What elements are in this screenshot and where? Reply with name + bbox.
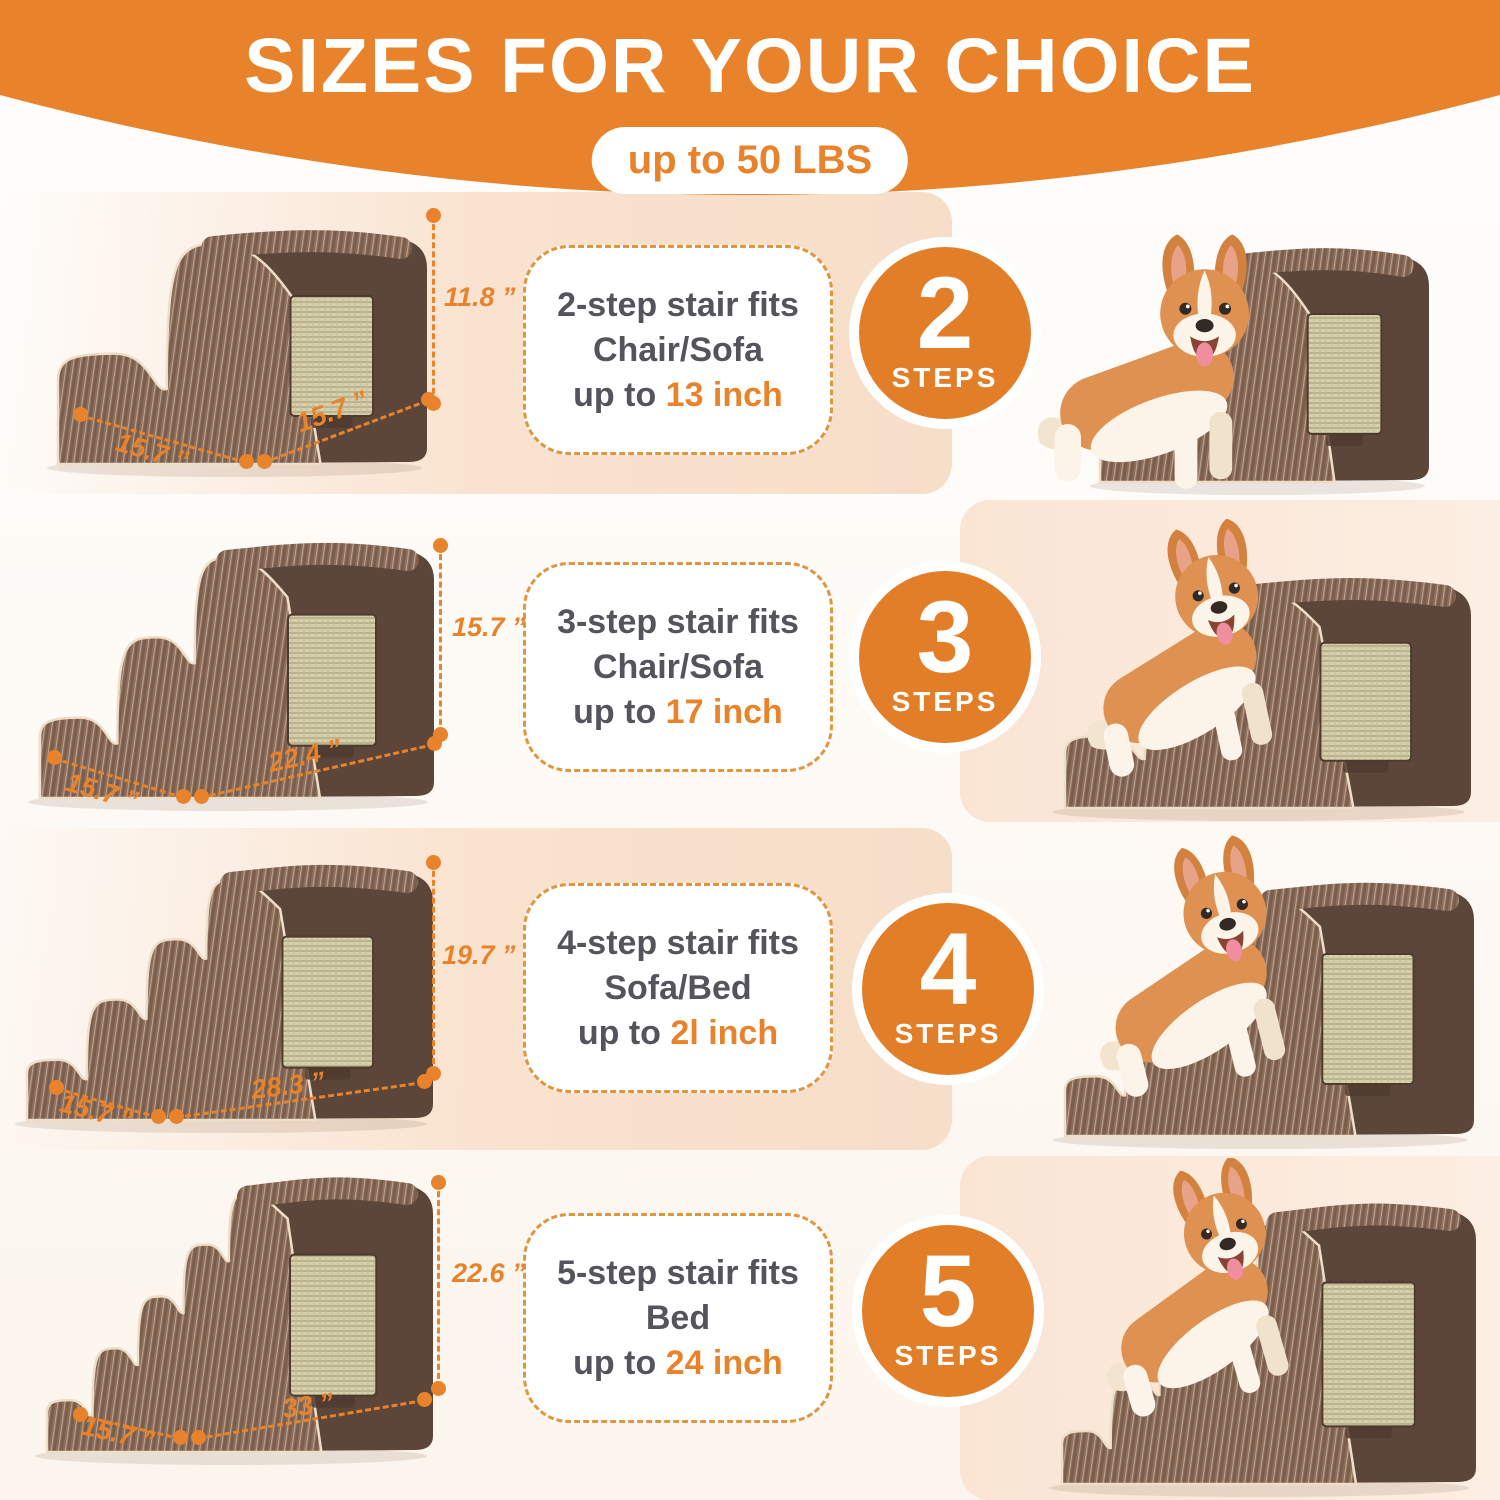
product-photo-2-step xyxy=(46,230,427,477)
dimension-dot xyxy=(175,788,191,804)
dimension-line xyxy=(431,862,435,1073)
dim-label-height: 15.7 ” xyxy=(452,612,526,642)
dimension-dot xyxy=(420,391,436,407)
info-box-5-step: 5-step stair fits Bed up to 24 inch xyxy=(523,1213,833,1423)
fits-line: Sofa/Bed xyxy=(604,969,752,1007)
steps-badge-4: 4 STEPS xyxy=(862,903,1034,1075)
dimension-dot xyxy=(238,453,254,469)
dog-photo-3-step xyxy=(1052,518,1471,821)
dimension-dot xyxy=(172,1429,188,1445)
fits-line: up to 24 inch xyxy=(573,1344,783,1382)
dog-photo-4-step xyxy=(1052,835,1474,1149)
product-photo-5-step xyxy=(35,1177,433,1465)
dimension-dot xyxy=(48,1079,64,1095)
fits-line: 2-step stair fits xyxy=(557,286,799,324)
dimension-dot xyxy=(432,537,448,553)
dog-photo-2-step xyxy=(1037,234,1429,495)
dimension-dot xyxy=(416,1391,432,1407)
fits-line: Chair/Sofa xyxy=(592,331,764,369)
header-banner xyxy=(0,0,1500,195)
steps-word: STEPS xyxy=(894,1017,1002,1049)
product-photo-4-step xyxy=(15,864,433,1133)
dog-photo-5-step xyxy=(1049,1158,1476,1497)
steps-word: STEPS xyxy=(891,685,999,717)
page-title: SIZES FOR YOUR CHOICE xyxy=(244,23,1256,109)
dimension-dot xyxy=(426,735,442,751)
dimension-line xyxy=(431,215,435,403)
steps-word: STEPS xyxy=(894,1339,1002,1371)
dimension-dot xyxy=(72,406,88,422)
steps-badge-2: 2 STEPS xyxy=(859,247,1031,419)
info-box-2-step: 2-step stair fits Chair/Sofa up to 13 in… xyxy=(523,245,833,455)
weight-capacity-badge: up to 50 LBS xyxy=(591,127,909,194)
fits-line: up to 17 inch xyxy=(573,693,783,731)
dimension-dot xyxy=(190,1429,206,1445)
dimension-dot xyxy=(168,1108,184,1124)
steps-number: 2 xyxy=(916,256,974,371)
dimension-dot xyxy=(425,207,441,223)
fits-line: Chair/Sofa xyxy=(592,648,764,686)
dimension-dot xyxy=(150,1108,166,1124)
dimension-dot xyxy=(425,854,441,870)
fits-line: up to 13 inch xyxy=(573,376,783,414)
dimension-dot xyxy=(193,788,209,804)
dim-label-height: 22.6 ” xyxy=(452,1258,526,1288)
steps-badge-3: 3 STEPS xyxy=(859,571,1031,743)
info-box-4-step: 4-step stair fits Sofa/Bed up to 2l inch xyxy=(523,883,833,1093)
fits-line: 4-step stair fits xyxy=(557,924,799,962)
dim-label-height: 19.7 ” xyxy=(442,940,516,970)
steps-badge-5: 5 STEPS xyxy=(862,1225,1034,1397)
steps-number: 4 xyxy=(919,912,977,1027)
fits-line: up to 2l inch xyxy=(577,1014,779,1052)
dim-label-height: 11.8 ” xyxy=(444,282,516,312)
dimension-line xyxy=(436,1182,440,1388)
dimension-dot xyxy=(46,749,62,765)
fits-line: Bed xyxy=(645,1299,711,1337)
dimension-dot xyxy=(256,453,272,469)
dimension-line xyxy=(438,545,442,734)
dimension-dot xyxy=(72,1406,88,1422)
info-box-3-step: 3-step stair fits Chair/Sofa up to 17 in… xyxy=(523,562,833,772)
fits-line: 3-step stair fits xyxy=(557,603,799,641)
steps-number: 5 xyxy=(919,1234,977,1349)
fits-line: 5-step stair fits xyxy=(557,1254,799,1292)
steps-number: 3 xyxy=(916,580,974,695)
dimension-dot xyxy=(430,1174,446,1190)
steps-word: STEPS xyxy=(891,361,999,393)
dimension-dot xyxy=(416,1073,432,1089)
product-photo-3-step xyxy=(28,542,434,811)
dimension-dot xyxy=(430,1380,446,1396)
